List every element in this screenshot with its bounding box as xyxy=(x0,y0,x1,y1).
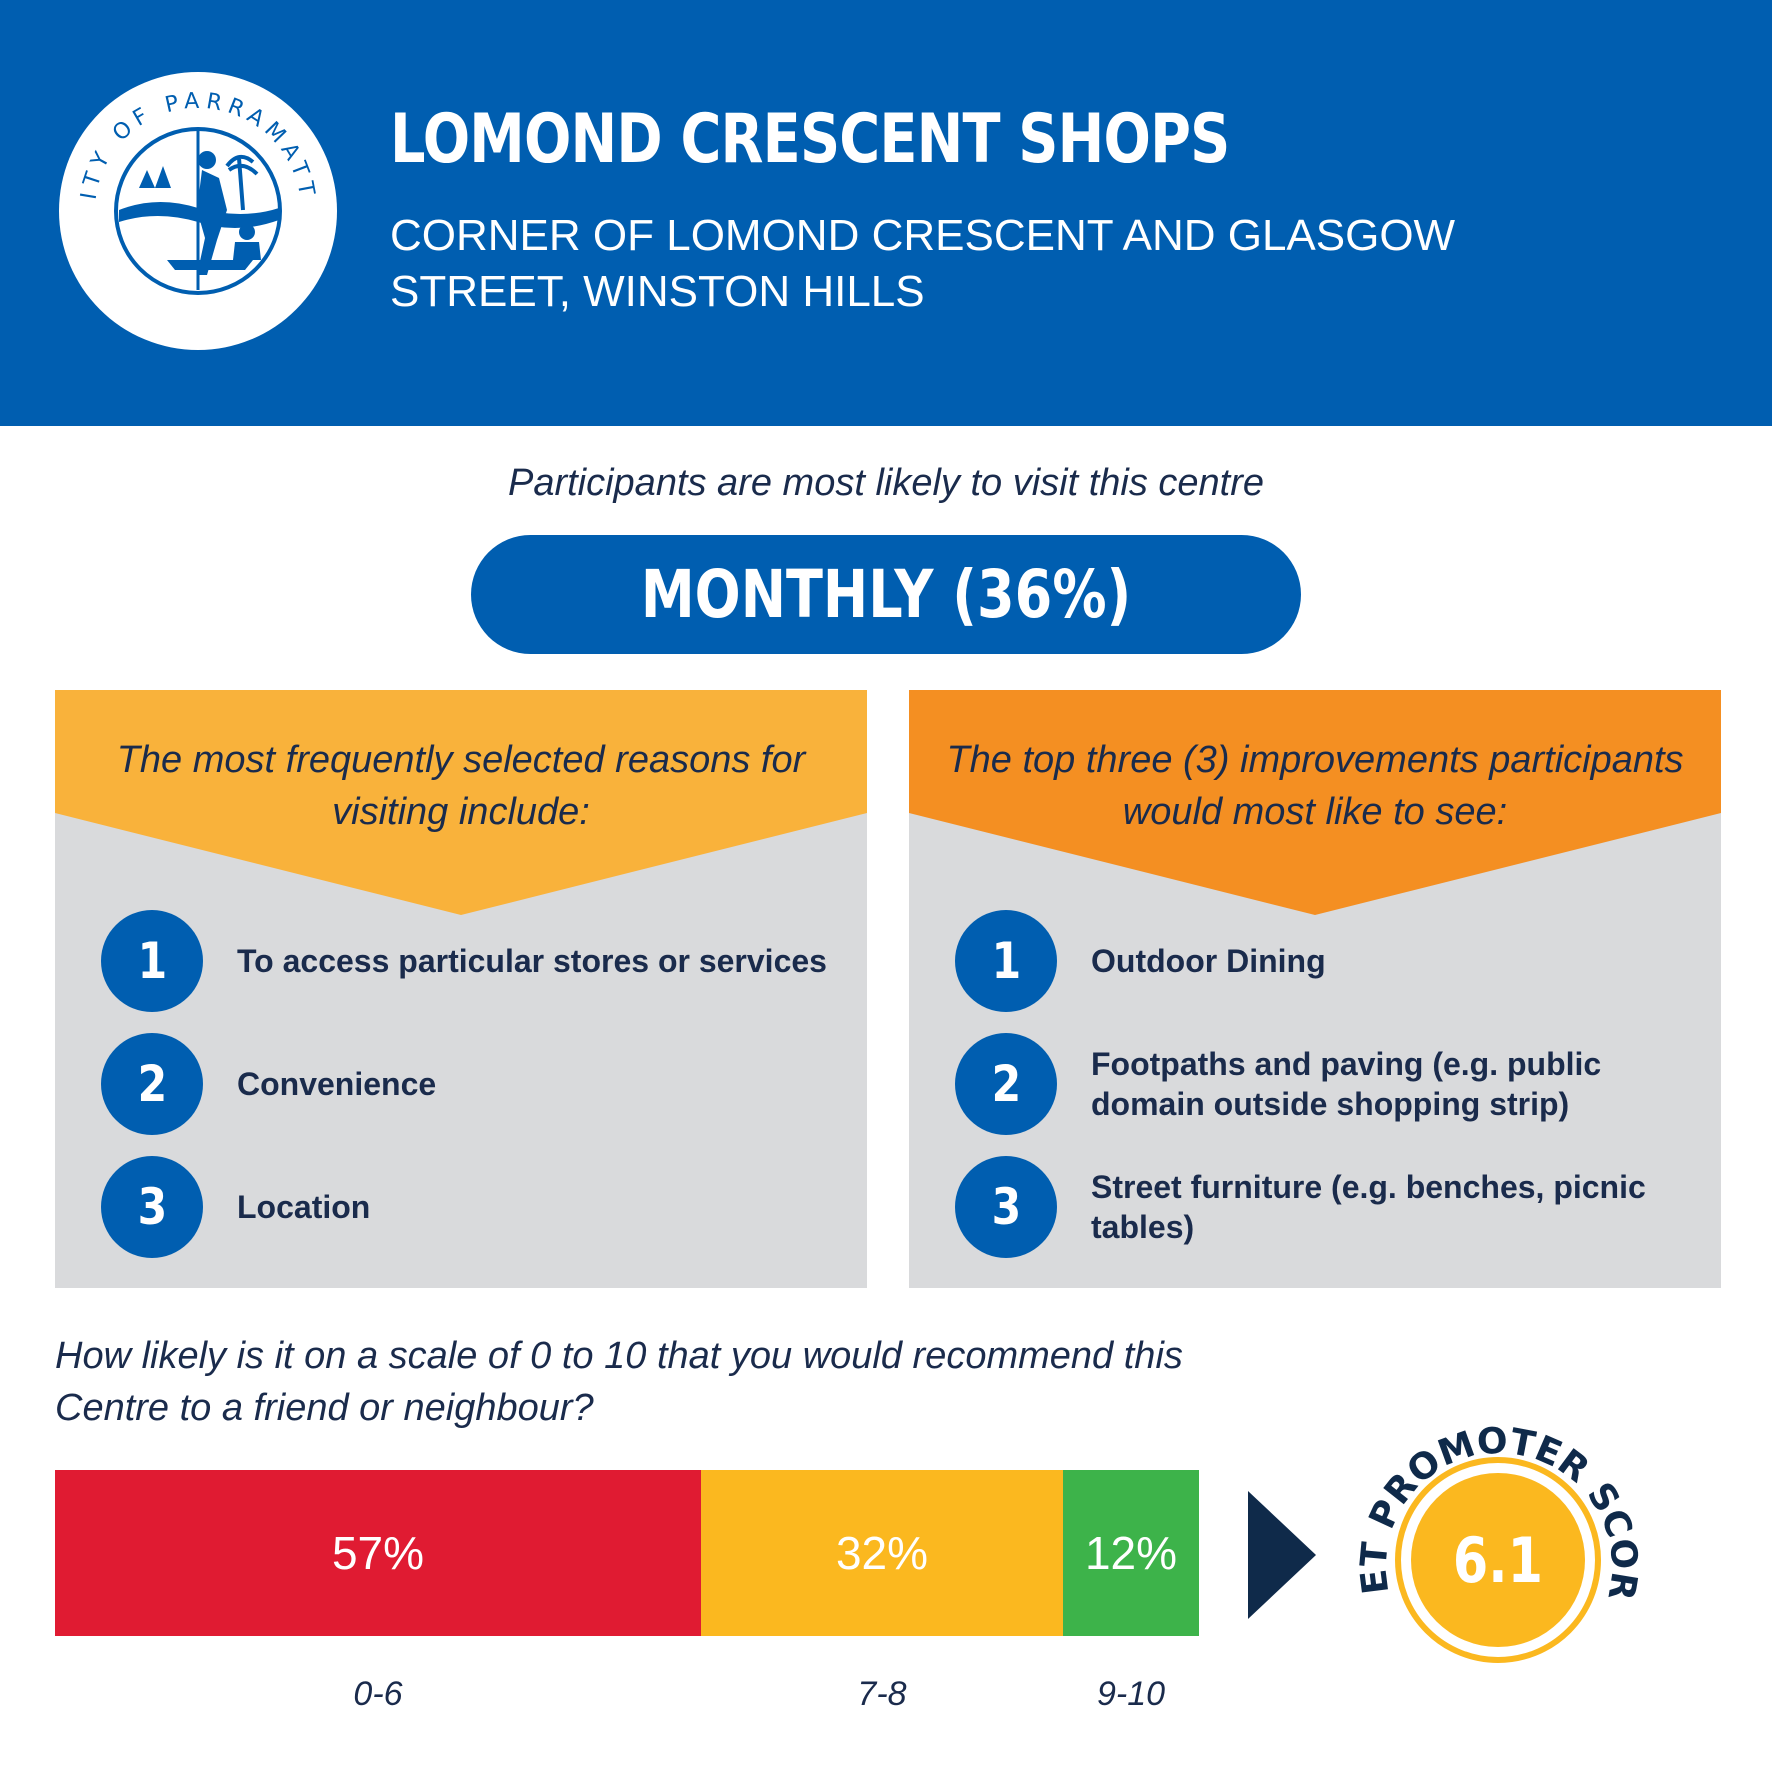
improvements-heading: The top three (3) improvements participa… xyxy=(946,739,1684,833)
city-of-parramatta-logo: CITY OF PARRAMATTA xyxy=(57,70,337,350)
range-label: 0-6 xyxy=(353,1675,403,1713)
nps-badge: NET PROMOTER SCORE xyxy=(1338,1400,1645,1663)
reason-text: Convenience xyxy=(237,1066,437,1102)
number-badge: 2 xyxy=(101,1033,203,1135)
address-subtitle: CORNER OF LOMOND CRESCENT AND GLASGOW ST… xyxy=(390,211,1456,316)
reasons-heading: The most frequently selected reasons for… xyxy=(116,739,806,833)
arrow-right-icon xyxy=(1248,1491,1316,1619)
number-badge: 1 xyxy=(101,910,203,1012)
improvement-text: Footpaths and paving (e.g. public domain… xyxy=(1091,1046,1602,1122)
range-label: 9-10 xyxy=(1096,1675,1166,1713)
list-item: 1 Outdoor Dining xyxy=(955,910,1715,1012)
frequency-value: MONTHLY (36%) xyxy=(640,556,1132,633)
recommend-question: How likely is it on a scale of 0 to 10 t… xyxy=(55,1335,1183,1429)
improvement-text: Street furniture (e.g. benches, picnic t… xyxy=(1091,1169,1646,1245)
number-badge: 2 xyxy=(955,1033,1057,1135)
list-item: 2 Footpaths and paving (e.g. public doma… xyxy=(955,1033,1715,1135)
improvement-text: Outdoor Dining xyxy=(1091,943,1326,979)
improvements-banner xyxy=(909,690,1721,915)
frequency-intro: Participants are most likely to visit th… xyxy=(507,462,1265,504)
list-item: 1 To access particular stores or service… xyxy=(101,910,861,1012)
reason-text: To access particular stores or services xyxy=(237,943,827,979)
bar-segment: 32% xyxy=(701,1470,1063,1636)
bar-segment: 12% xyxy=(1063,1470,1199,1636)
improvements-panel: The top three (3) improvements participa… xyxy=(909,690,1721,1288)
number-badge: 3 xyxy=(101,1156,203,1258)
frequency-pill: MONTHLY (36%) xyxy=(471,535,1301,654)
page-title: LOMOND CRESCENT SHOPS xyxy=(390,100,1230,179)
bar-segment-label: 57% xyxy=(331,1527,425,1579)
bar-segment: 57% xyxy=(55,1470,701,1636)
header-banner: CITY OF PARRAMATTA LOMOND CRESCENT SHOPS… xyxy=(0,0,1772,426)
range-label: 7-8 xyxy=(857,1675,907,1713)
bar-segment-label: 12% xyxy=(1084,1527,1178,1579)
reason-text: Location xyxy=(237,1189,371,1225)
number-badge: 1 xyxy=(955,910,1057,1012)
list-item: 2 Convenience xyxy=(101,1033,861,1135)
reasons-banner xyxy=(55,690,867,915)
bar-segment-label: 32% xyxy=(835,1527,929,1579)
nps-value: 6.1 xyxy=(1452,1523,1544,1597)
list-item: 3 Street furniture (e.g. benches, picnic… xyxy=(955,1156,1715,1258)
list-item: 3 Location xyxy=(101,1156,861,1258)
number-badge: 3 xyxy=(955,1156,1057,1258)
reasons-panel: The most frequently selected reasons for… xyxy=(55,690,867,1288)
